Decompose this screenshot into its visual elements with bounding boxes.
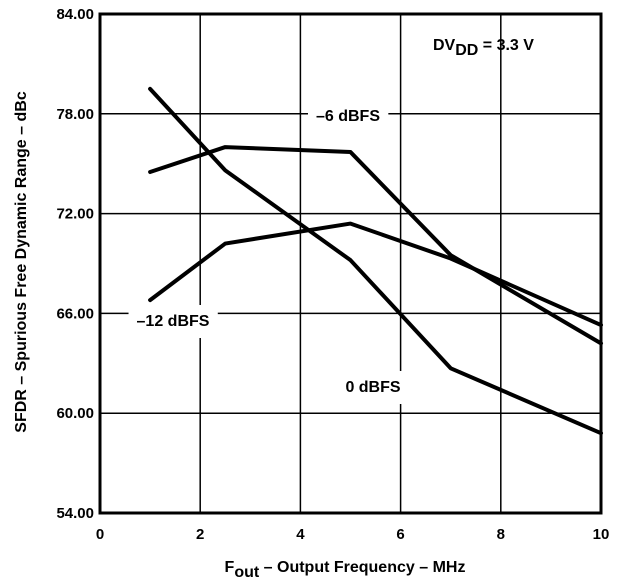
- x-tick-label: 4: [296, 526, 305, 543]
- series-labels: 0 dBFS –6 dBFS –12 dBFS: [137, 108, 401, 396]
- x-axis-label-sub: out: [234, 564, 260, 581]
- series-label: –12 dBFS: [137, 313, 210, 330]
- grid: [100, 14, 601, 513]
- y-tick-labels: 54.00 60.00 66.00 72.00 78.00 84.00: [56, 6, 94, 522]
- x-axis-label-main: F: [225, 559, 235, 576]
- y-axis-label: SFDR – Spurious Free Dynamic Range – dBc: [13, 91, 30, 433]
- x-tick-label: 8: [497, 526, 505, 543]
- x-tick-labels: 0 2 4 6 8 10: [96, 526, 610, 543]
- series-label: –6 dBFS: [316, 108, 380, 125]
- x-tick-label: 0: [96, 526, 104, 543]
- x-axis-label-rest: – Output Frequency – MHz: [259, 559, 465, 576]
- y-tick-label: 66.00: [56, 305, 94, 322]
- y-tick-label: 60.00: [56, 405, 94, 422]
- annotation-main: DV: [433, 37, 456, 54]
- plot-frame: [98, 12, 603, 515]
- y-tick-label: 78.00: [56, 106, 94, 123]
- series-label-background: [128, 305, 218, 338]
- y-tick-label: 54.00: [56, 505, 94, 522]
- y-tick-label: 84.00: [56, 6, 94, 23]
- annotation-rest: = 3.3 V: [478, 37, 534, 54]
- y-tick-label: 72.00: [56, 206, 94, 223]
- x-tick-label: 2: [196, 526, 204, 543]
- series-line: [148, 221, 603, 328]
- x-axis-label: Fout – Output Frequency – MHz: [225, 559, 466, 581]
- supply-voltage-annotation: DVDD = 3.3 V: [433, 37, 534, 59]
- series-label: 0 dBFS: [345, 379, 400, 396]
- series-label-backgrounds: [128, 100, 409, 404]
- series-lines: [148, 86, 603, 436]
- annotation-sub: DD: [455, 42, 478, 59]
- x-tick-label: 6: [396, 526, 404, 543]
- series-line: [148, 86, 603, 436]
- series-line: [148, 145, 603, 346]
- x-tick-label: 10: [593, 526, 610, 543]
- series-label-background: [337, 371, 409, 404]
- series-label-background: [307, 100, 389, 133]
